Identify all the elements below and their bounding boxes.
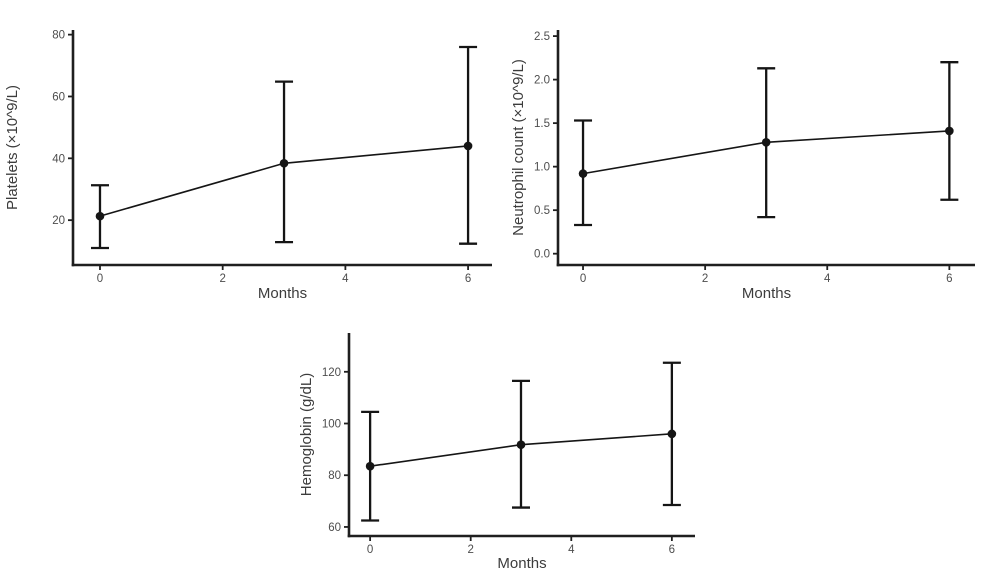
x-tick-label: 0: [97, 273, 103, 285]
data-point: [578, 169, 588, 178]
y-tick-label: 0.0: [534, 249, 550, 261]
x-axis-title: Months: [258, 285, 307, 300]
x-tick-label: 4: [568, 544, 575, 556]
y-axis-title: Platelets (×10^9/L): [4, 85, 21, 210]
x-tick-label: 2: [702, 273, 708, 285]
x-tick-label: 6: [946, 273, 952, 285]
platelets-chart-panel: 0 2 4 6 20 40 60 80 Months Platelets (×10^9/L): [0, 0, 505, 302]
hemoglobin-chart-panel: 0 2 4 6 60 80 100 120 Months Hemoglobin (g/dL): [280, 300, 740, 582]
x-tick-label: 4: [824, 273, 831, 285]
y-axis-title: Hemoglobin (g/dL): [298, 373, 315, 496]
y-tick-label: 60: [328, 522, 341, 534]
data-point: [516, 440, 526, 450]
x-axis-title: Months: [497, 555, 546, 572]
data-point: [667, 429, 677, 439]
y-tick-label: 120: [322, 367, 341, 379]
data-point: [279, 158, 289, 168]
y-tick-label: 20: [52, 215, 65, 227]
hemoglobin-chart: 0 2 4 6 60 80 100 120 Months Hemoglobin (g/dL): [298, 333, 695, 572]
neutrophil-chart-panel: 0 2 4 6 0.0 0.5 1.0 1.5 2.0 2.5 Months Neutrophil c…: [505, 0, 1005, 302]
y-tick-label: 1.0: [534, 162, 550, 174]
data-point: [761, 137, 771, 147]
y-tick-label: 0.5: [534, 205, 550, 217]
data-point: [463, 141, 473, 151]
x-axis-title: Months: [742, 285, 791, 300]
y-tick-label: 60: [52, 91, 65, 103]
x-tick-label: 2: [219, 273, 225, 285]
data-point: [945, 126, 954, 136]
x-tick-label: 0: [367, 544, 373, 556]
neutrophil-chart: 0 2 4 6 0.0 0.5 1.0 1.5 2.0 2.5 Months Neutrophil c…: [510, 30, 975, 302]
y-tick-label: 2.5: [534, 31, 550, 43]
x-tick-label: 0: [580, 273, 586, 285]
y-axis-title: Neutrophil count (×10^9/L): [510, 59, 527, 236]
y-tick-label: 2.0: [534, 75, 550, 87]
x-tick-label: 6: [465, 273, 471, 285]
x-tick-label: 6: [669, 544, 675, 556]
y-tick-label: 80: [328, 470, 341, 482]
data-point: [95, 211, 105, 221]
y-tick-label: 80: [52, 30, 65, 42]
y-tick-label: 40: [52, 153, 65, 165]
y-tick-label: 1.5: [534, 118, 550, 130]
platelets-chart: 0 2 4 6 20 40 60 80 Months Platelets (×10^9/L): [4, 30, 492, 302]
y-tick-label: 100: [322, 419, 341, 431]
data-point: [365, 461, 375, 471]
x-tick-label: 2: [468, 544, 474, 556]
x-tick-label: 4: [342, 273, 349, 285]
